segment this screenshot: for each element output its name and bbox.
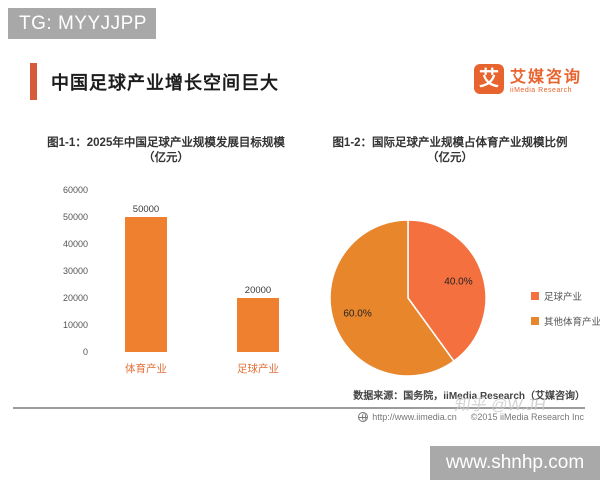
pie-legend: 足球产业其他体育产业 — [531, 289, 600, 339]
x-axis-category-label: 足球产业 — [237, 363, 279, 375]
y-axis-tick-label: 20000 — [62, 293, 88, 303]
y-axis-tick-label: 30000 — [62, 266, 88, 276]
legend-label: 足球产业 — [544, 292, 583, 303]
y-axis-tick-label: 60000 — [62, 185, 88, 195]
bar-value-label: 20000 — [244, 285, 272, 296]
pie-slice-足球产业 — [407, 219, 487, 363]
pie-slice-label: 40.0% — [444, 276, 473, 288]
tag-banner: TG: MYYJJPP — [8, 8, 156, 39]
legend-swatch-icon — [531, 317, 539, 325]
globe-icon — [358, 412, 369, 422]
pie-chart: 40.0% 60.0% — [328, 218, 488, 378]
footer: http://www.iimedia.cn ©2015 iiMedia Rese… — [358, 412, 584, 422]
bar-足球产业 — [237, 298, 279, 352]
y-axis-tick-label: 50000 — [62, 212, 88, 222]
title-accent-bar — [30, 63, 37, 100]
legend-label: 其他体育产业 — [544, 317, 600, 328]
page-title: 中国足球产业增长空间巨大 — [51, 72, 279, 93]
iimedia-logo: 艾 艾媒咨询 iiMedia Research — [473, 63, 582, 94]
legend-swatch-icon — [531, 292, 539, 300]
pie-slice-label: 60.0% — [343, 308, 372, 320]
footer-divider — [13, 407, 585, 409]
legend-item-足球产业: 足球产业 — [531, 289, 600, 303]
bar-value-label: 50000 — [132, 204, 160, 215]
pie-chart-title-line1: 图1-2：国际足球产业规模占体育产业规模比例 — [332, 137, 568, 149]
bar-chart-title-line1: 图1-1：2025年中国足球产业规模发展目标规模 — [47, 137, 285, 149]
footer-copyright: ©2015 iiMedia Research Inc — [470, 412, 584, 422]
bar-chart-unit: （亿元） — [143, 152, 189, 164]
iimedia-logo-icon: 艾 — [473, 63, 504, 94]
source-note: 数据来源：国务院，iiMedia Research（艾媒咨询） — [353, 391, 585, 402]
bar-chart-title: 图1-1：2025年中国足球产业规模发展目标规模 （亿元） — [30, 136, 302, 166]
y-axis-tick-label: 10000 — [62, 320, 88, 330]
pie-chart-title: 图1-2：国际足球产业规模占体育产业规模比例 （亿元） — [312, 136, 588, 166]
x-axis-category-label: 体育产业 — [125, 363, 167, 375]
bar-体育产业 — [125, 217, 167, 352]
y-axis-tick-label: 40000 — [62, 239, 88, 249]
title-row: 中国足球产业增长空间巨大 — [30, 63, 279, 100]
bar-chart: 60000 50000 40000 30000 20000 10000 0 50000 体育产业… — [55, 183, 300, 388]
legend-item-其他体育产业: 其他体育产业 — [531, 314, 600, 328]
logo-name-en: iiMedia Research — [509, 87, 573, 94]
pie-chart-unit: （亿元） — [427, 152, 473, 164]
logo-name-cn: 艾媒咨询 — [509, 69, 582, 86]
pie-slice-其他体育产业 — [329, 219, 455, 377]
y-axis-tick-label: 0 — [82, 347, 88, 357]
footer-url: http://www.iimedia.cn — [372, 412, 457, 422]
shnhp-watermark-banner: www.shnhp.com — [430, 446, 600, 480]
pie-svg — [329, 219, 487, 377]
